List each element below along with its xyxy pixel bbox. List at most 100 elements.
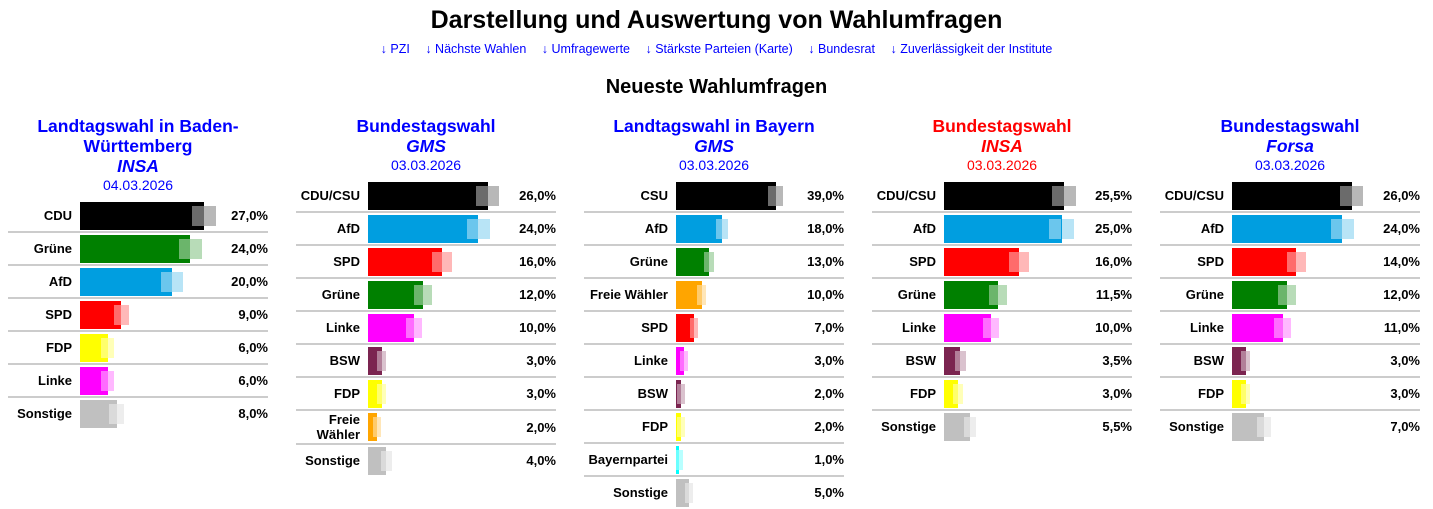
party-label: CDU/CSU bbox=[300, 188, 360, 203]
poll-title[interactable]: Bundestagswahl bbox=[1220, 116, 1360, 136]
bar-cell bbox=[1232, 313, 1372, 342]
bar bbox=[1232, 181, 1352, 210]
error-range-outer bbox=[960, 350, 966, 371]
link-pzi[interactable]: ↓ PZI bbox=[380, 42, 410, 56]
link-staerkste-parteien[interactable]: ↓ Stärkste Parteien (Karte) bbox=[645, 42, 793, 56]
error-range-inner bbox=[373, 417, 378, 437]
link-naechste-wahlen[interactable]: ↓ Nächste Wahlen bbox=[425, 42, 527, 56]
bar-cell bbox=[676, 181, 796, 210]
error-range-inner bbox=[381, 450, 387, 471]
poll-title[interactable]: Bundestagswahl bbox=[356, 116, 496, 136]
error-range-inner bbox=[1049, 218, 1062, 239]
party-row: AfD 24,0% bbox=[1160, 213, 1420, 246]
bar bbox=[944, 313, 991, 342]
bar-cell bbox=[368, 181, 508, 210]
error-range-outer bbox=[701, 284, 707, 305]
party-label: Sonstige bbox=[881, 419, 936, 434]
value-label: 25,0% bbox=[1095, 221, 1132, 236]
value-label: 5,5% bbox=[1102, 419, 1132, 434]
error-range-outer bbox=[441, 251, 452, 272]
error-range-inner bbox=[1257, 416, 1265, 437]
bar bbox=[368, 247, 442, 276]
party-label: Linke bbox=[38, 373, 72, 388]
poll-institute: INSA bbox=[981, 136, 1023, 156]
bar-cell bbox=[368, 346, 508, 375]
poll-title[interactable]: Landtagswahl in Baden-Württemberg bbox=[37, 116, 239, 156]
value-label: 10,0% bbox=[1095, 320, 1132, 335]
bar bbox=[944, 280, 999, 309]
poll-title[interactable]: Landtagswahl in Bayern bbox=[613, 116, 815, 136]
bar-cell bbox=[676, 412, 796, 441]
bar bbox=[368, 413, 378, 441]
error-range-inner bbox=[963, 416, 970, 437]
poll-date: 03.03.2026 bbox=[966, 157, 1038, 173]
error-range-outer bbox=[1061, 218, 1074, 239]
error-range-outer bbox=[1342, 218, 1354, 239]
error-range-outer bbox=[204, 205, 217, 226]
bar bbox=[1232, 214, 1343, 243]
error-range-inner bbox=[101, 337, 108, 358]
error-range-inner bbox=[1286, 251, 1297, 272]
error-range-outer bbox=[678, 449, 683, 470]
bar-cell bbox=[1232, 181, 1372, 210]
party-label: SPD bbox=[1197, 254, 1224, 269]
party-label: Linke bbox=[902, 320, 936, 335]
party-label: AfD bbox=[644, 221, 668, 236]
bar-cell bbox=[1232, 247, 1372, 276]
link-umfragewerte[interactable]: ↓ Umfragewerte bbox=[541, 42, 631, 56]
party-row: BSW 3,0% bbox=[296, 345, 556, 378]
error-range-inner bbox=[1274, 317, 1283, 338]
bar bbox=[368, 280, 424, 309]
party-row: FDP 3,0% bbox=[296, 378, 556, 411]
error-range-inner bbox=[377, 350, 382, 371]
error-range-outer bbox=[121, 304, 130, 325]
value-label: 10,0% bbox=[807, 287, 844, 302]
error-range-outer bbox=[423, 284, 432, 305]
party-label: Freie Wähler bbox=[589, 287, 668, 302]
bar-cell bbox=[676, 379, 796, 408]
error-range-inner bbox=[677, 383, 682, 404]
party-label: Sonstige bbox=[613, 485, 668, 500]
error-range-inner bbox=[679, 350, 684, 371]
page-title: Darstellung und Auswertung von Wahlumfra… bbox=[430, 6, 1003, 34]
error-range-outer bbox=[688, 482, 693, 503]
error-range-inner bbox=[1241, 383, 1246, 404]
bar bbox=[368, 346, 382, 375]
bar bbox=[676, 412, 682, 441]
party-row: FDP 6,0% bbox=[8, 332, 268, 365]
poll-panel: Bundestagswahl Forsa 03.03.2026 CDU/CSU 26,0… bbox=[1160, 116, 1420, 442]
party-label: Linke bbox=[326, 320, 360, 335]
error-range-inner bbox=[414, 284, 424, 305]
bar bbox=[944, 346, 961, 375]
link-bundesrat[interactable]: ↓ Bundesrat bbox=[808, 42, 875, 56]
error-range-inner bbox=[466, 218, 479, 239]
party-row: Linke 10,0% bbox=[296, 312, 556, 345]
bar-cell bbox=[1232, 214, 1372, 243]
value-label: 10,0% bbox=[519, 320, 556, 335]
bar bbox=[368, 313, 414, 342]
bar-cell bbox=[80, 300, 220, 329]
error-range-outer bbox=[709, 251, 715, 272]
poll-panel: Landtagswahl in Bayern GMS 03.03.2026 CSU 39… bbox=[584, 116, 844, 508]
error-range-outer bbox=[1351, 185, 1364, 206]
value-label: 24,0% bbox=[1383, 221, 1420, 236]
error-range-outer bbox=[1296, 251, 1306, 272]
error-range-inner bbox=[704, 251, 710, 272]
bar bbox=[80, 366, 108, 395]
value-label: 7,0% bbox=[814, 320, 844, 335]
bar bbox=[676, 214, 723, 243]
error-range-inner bbox=[953, 383, 959, 404]
value-label: 4,0% bbox=[526, 453, 556, 468]
bar-cell bbox=[80, 201, 220, 230]
poll-title[interactable]: Bundestagswahl bbox=[932, 116, 1072, 136]
error-range-inner bbox=[405, 317, 414, 338]
error-range-inner bbox=[101, 370, 108, 391]
value-label: 11,0% bbox=[1383, 320, 1420, 335]
bar bbox=[1232, 280, 1288, 309]
bar bbox=[676, 346, 684, 375]
error-range-inner bbox=[1278, 284, 1288, 305]
error-range-outer bbox=[107, 370, 115, 391]
value-label: 3,0% bbox=[814, 353, 844, 368]
error-range-inner bbox=[377, 383, 382, 404]
link-zuverlaessigkeit[interactable]: ↓ Zuverlässigkeit der Institute bbox=[890, 42, 1053, 56]
